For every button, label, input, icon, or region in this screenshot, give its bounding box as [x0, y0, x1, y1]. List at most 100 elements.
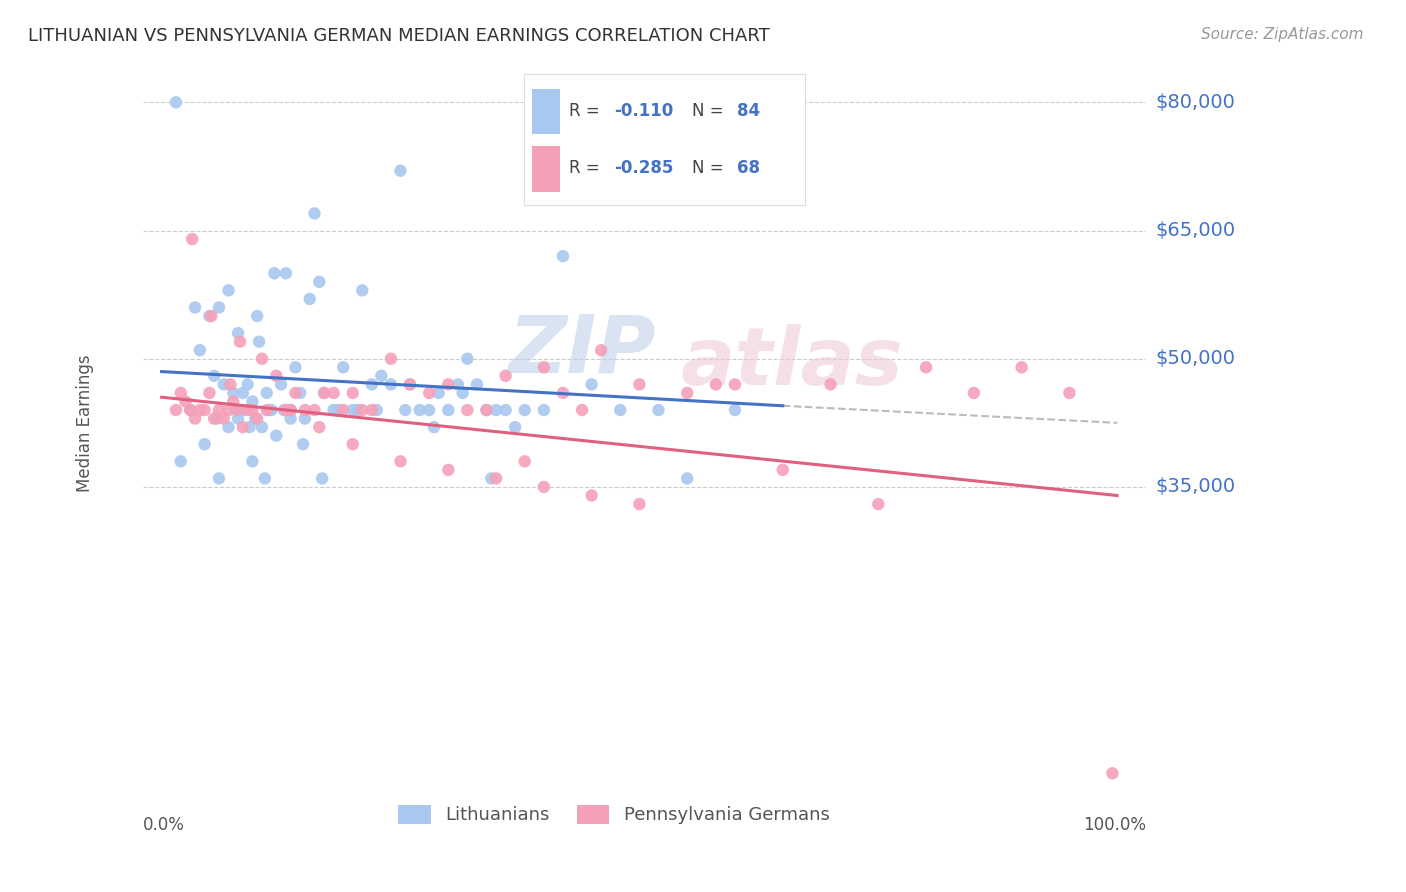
Point — [188, 343, 211, 358]
Point — [399, 377, 422, 392]
Point — [820, 377, 842, 392]
Point — [222, 394, 245, 409]
Point — [724, 377, 747, 392]
Point — [280, 403, 302, 417]
Point — [495, 403, 517, 417]
Point — [332, 403, 354, 417]
Point — [724, 403, 747, 417]
Point — [485, 403, 508, 417]
Point — [274, 403, 297, 417]
Point — [456, 351, 478, 366]
Point — [437, 377, 460, 392]
Point — [194, 437, 217, 451]
Point — [266, 368, 288, 383]
Point — [366, 403, 388, 417]
Text: Median Earnings: Median Earnings — [76, 354, 94, 491]
Point — [352, 284, 374, 298]
Point — [423, 420, 446, 434]
Point — [676, 471, 699, 485]
Point — [181, 232, 204, 246]
Point — [647, 403, 669, 417]
Point — [503, 420, 526, 434]
Point — [170, 454, 193, 468]
Point — [179, 403, 201, 417]
Point — [465, 377, 488, 392]
Point — [533, 360, 555, 375]
Point — [380, 351, 402, 366]
Point — [165, 95, 187, 110]
Point — [188, 403, 211, 417]
Point — [274, 266, 297, 280]
Point — [218, 403, 240, 417]
Point — [322, 386, 344, 401]
Point — [246, 309, 269, 323]
Point — [174, 394, 197, 409]
Point — [218, 284, 240, 298]
Point — [1059, 386, 1081, 401]
Point — [184, 301, 207, 315]
Text: 100.0%: 100.0% — [1083, 816, 1146, 834]
Point — [437, 463, 460, 477]
Point — [551, 249, 574, 263]
Point — [253, 471, 276, 485]
Point — [370, 368, 392, 383]
Point — [394, 403, 416, 417]
Point — [266, 428, 288, 442]
Text: 0.0%: 0.0% — [142, 816, 184, 834]
Point — [238, 420, 260, 434]
Point — [194, 403, 217, 417]
Point — [360, 377, 382, 392]
Point — [222, 386, 245, 401]
Point — [236, 377, 259, 392]
Point — [346, 403, 368, 417]
Point — [389, 163, 412, 178]
Point — [229, 334, 252, 349]
Text: $80,000: $80,000 — [1156, 93, 1236, 112]
Point — [226, 326, 249, 340]
Point — [246, 411, 269, 425]
Text: $35,000: $35,000 — [1156, 477, 1236, 497]
Point — [628, 497, 651, 511]
Point — [312, 386, 335, 401]
Point — [591, 343, 613, 358]
Text: Source: ZipAtlas.com: Source: ZipAtlas.com — [1201, 27, 1364, 42]
Point — [581, 489, 603, 503]
Point — [280, 403, 302, 417]
Point — [250, 420, 273, 434]
Point — [245, 411, 267, 425]
Point — [198, 309, 221, 323]
Point — [165, 403, 187, 417]
Point — [399, 377, 422, 392]
Point — [352, 403, 374, 417]
Point — [312, 386, 335, 401]
Point — [200, 309, 222, 323]
Point — [360, 403, 382, 417]
Point — [256, 386, 278, 401]
Point — [676, 386, 699, 401]
Point — [247, 334, 270, 349]
Point — [479, 471, 502, 485]
Point — [219, 377, 242, 392]
Point — [242, 403, 264, 417]
Point — [322, 403, 344, 417]
Point — [1011, 360, 1033, 375]
Point — [308, 275, 330, 289]
Text: $65,000: $65,000 — [1156, 221, 1236, 240]
Point — [184, 411, 207, 425]
Point — [427, 386, 450, 401]
Point — [513, 454, 536, 468]
Point — [294, 411, 316, 425]
Point — [915, 360, 938, 375]
Point — [225, 403, 247, 417]
Point — [963, 386, 986, 401]
Point — [495, 368, 517, 383]
Point — [260, 403, 283, 417]
Point — [257, 403, 280, 417]
Point — [475, 403, 498, 417]
Point — [256, 403, 278, 417]
Point — [170, 386, 193, 401]
Point — [179, 403, 201, 417]
Point — [242, 394, 264, 409]
Point — [226, 403, 249, 417]
Point — [704, 377, 727, 392]
